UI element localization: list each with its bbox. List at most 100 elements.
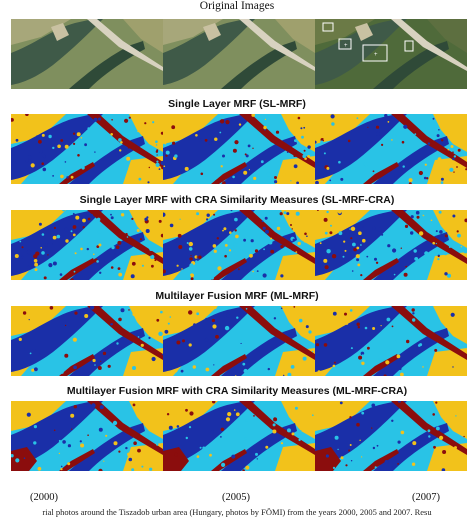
noise-speck [444, 272, 448, 276]
noise-speck [315, 180, 319, 184]
noise-speck [151, 264, 154, 268]
noise-speck [198, 255, 202, 259]
noise-speck [434, 348, 438, 352]
noise-speck [188, 310, 193, 315]
noise-speck [232, 148, 237, 153]
noise-speck [206, 218, 209, 221]
noise-speck [253, 176, 257, 180]
noise-speck [105, 434, 108, 437]
noise-speck [330, 224, 332, 227]
noise-speck [394, 175, 396, 177]
panel-sl-mrf-cra-col2 [163, 210, 315, 280]
noise-speck [399, 367, 402, 371]
field-region [275, 252, 315, 280]
noise-speck [112, 420, 118, 426]
noise-speck [160, 160, 163, 166]
river-arm-region [221, 136, 297, 184]
noise-speck [437, 258, 440, 261]
noise-speck [263, 248, 265, 251]
noise-speck [279, 177, 281, 179]
noise-speck [400, 372, 404, 376]
noise-speck [215, 334, 219, 339]
noise-speck [416, 137, 419, 140]
noise-speck [293, 154, 296, 157]
noise-speck [160, 310, 163, 314]
noise-speck [303, 149, 306, 152]
noise-speck [238, 123, 242, 126]
noise-speck [93, 253, 95, 255]
noise-speck [347, 139, 351, 143]
noise-speck [416, 215, 420, 219]
noise-speck [397, 463, 399, 465]
noise-speck [424, 418, 426, 421]
noise-speck [120, 141, 123, 144]
annotation-mark: + [374, 52, 378, 58]
noise-speck [385, 360, 390, 365]
panel-original-col3: + + [315, 19, 467, 89]
noise-speck [176, 264, 179, 267]
panel-sl-mrf-cra-col1 [11, 210, 163, 280]
noise-speck [391, 465, 393, 468]
noise-speck [38, 149, 43, 154]
aerial-photo [163, 19, 315, 89]
noise-speck [359, 439, 361, 441]
noise-speck [84, 307, 88, 311]
noise-speck [325, 454, 329, 458]
noise-speck [32, 348, 36, 352]
noise-speck [253, 415, 255, 417]
noise-speck [199, 446, 202, 449]
noise-speck [379, 134, 382, 137]
noise-speck [118, 138, 122, 142]
noise-speck [384, 114, 388, 118]
noise-speck [188, 275, 191, 278]
noise-speck [274, 417, 276, 419]
noise-speck [432, 241, 435, 245]
noise-speck [441, 468, 446, 471]
noise-speck [315, 140, 317, 144]
noise-speck [340, 177, 344, 181]
river-arm-region [373, 328, 449, 376]
noise-speck [329, 231, 333, 235]
noise-speck [447, 148, 450, 151]
field-region [433, 306, 467, 344]
noise-speck [148, 166, 150, 169]
noise-speck [246, 269, 249, 272]
noise-speck [455, 415, 457, 417]
noise-speck [140, 272, 143, 274]
noise-speck [132, 403, 136, 407]
river-arm-region [373, 232, 449, 280]
noise-speck [387, 244, 391, 248]
river-arm-region [221, 423, 297, 471]
noise-speck [200, 172, 204, 176]
noise-speck [71, 428, 73, 430]
river-region [315, 210, 407, 276]
noise-speck [245, 154, 249, 158]
noise-speck [41, 233, 45, 236]
noise-speck [406, 339, 410, 344]
noise-speck [423, 212, 427, 216]
urban-road-region [363, 354, 399, 376]
river-arm-region [69, 232, 145, 280]
noise-speck [450, 265, 454, 269]
noise-speck [265, 229, 269, 234]
noise-speck [60, 370, 64, 374]
noise-speck [343, 240, 346, 243]
noise-speck [64, 227, 69, 232]
noise-speck [305, 325, 309, 329]
noise-speck [141, 465, 144, 468]
noise-speck [42, 154, 46, 159]
noise-speck [302, 169, 306, 172]
noise-speck [164, 142, 167, 145]
noise-speck [463, 435, 465, 438]
noise-speck [279, 212, 283, 216]
urban-road-region [391, 114, 467, 168]
noise-speck [456, 166, 458, 168]
panel-sl-mrf-col3 [315, 114, 467, 184]
noise-speck [70, 413, 75, 418]
noise-speck [463, 249, 467, 254]
noise-speck [187, 306, 190, 308]
noise-speck [16, 413, 19, 416]
noise-speck [302, 154, 306, 158]
noise-speck [270, 237, 273, 240]
noise-speck [290, 365, 295, 369]
